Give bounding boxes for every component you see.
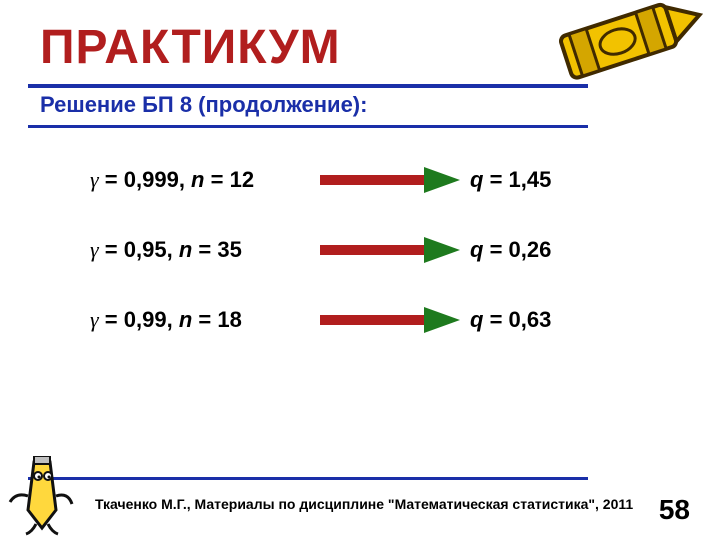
pencilbug-eraser: [34, 456, 50, 464]
footer-text: Ткаченко М.Г., Материалы по дисциплине "…: [95, 496, 633, 512]
pencilbug-leg: [26, 524, 36, 534]
arrow-cell: [310, 307, 470, 333]
equation-row: γ = 0,99, n = 18 q = 0,63: [90, 288, 630, 352]
page-title: ПРАКТИКУМ: [40, 20, 341, 75]
pencilbug-body: [28, 462, 56, 528]
arrow-cell: [310, 167, 470, 193]
slide: ПРАКТИКУМ Решение БП 8 (продолжение): γ …: [0, 0, 720, 540]
equation-rows: γ = 0,999, n = 12 q = 1,45 γ = 0,95, n =…: [90, 148, 630, 358]
row-lhs: γ = 0,999, n = 12: [90, 167, 310, 193]
row-rhs: q = 0,63: [470, 307, 620, 333]
n-value: 12: [230, 167, 254, 192]
page-number: 58: [659, 494, 690, 526]
arrow-cell: [310, 237, 470, 263]
arrow-icon: [320, 167, 460, 193]
pencilbug-leg: [48, 524, 58, 534]
pencil-character-icon: [6, 456, 76, 536]
n-value: 35: [217, 237, 241, 262]
title-underline: [28, 84, 588, 88]
gamma-value: 0,99: [124, 307, 167, 332]
equation-row: γ = 0,95, n = 35 q = 0,26: [90, 218, 630, 282]
row-lhs: γ = 0,99, n = 18: [90, 307, 310, 333]
crayon-icon: [531, 0, 720, 120]
arrow-icon: [320, 237, 460, 263]
row-lhs: γ = 0,95, n = 35: [90, 237, 310, 263]
subtitle-underline: [28, 125, 588, 128]
subtitle: Решение БП 8 (продолжение):: [40, 92, 367, 118]
arrow-icon: [320, 307, 460, 333]
gamma-value: 0,999: [124, 167, 179, 192]
q-value: 0,26: [509, 237, 552, 262]
q-value: 1,45: [509, 167, 552, 192]
q-value: 0,63: [509, 307, 552, 332]
pencilbug-arm: [56, 495, 72, 504]
equation-row: γ = 0,999, n = 12 q = 1,45: [90, 148, 630, 212]
pencilbug-arm: [10, 495, 28, 502]
n-value: 18: [217, 307, 241, 332]
footer-underline: [28, 477, 588, 480]
row-rhs: q = 0,26: [470, 237, 620, 263]
row-rhs: q = 1,45: [470, 167, 620, 193]
gamma-value: 0,95: [124, 237, 167, 262]
